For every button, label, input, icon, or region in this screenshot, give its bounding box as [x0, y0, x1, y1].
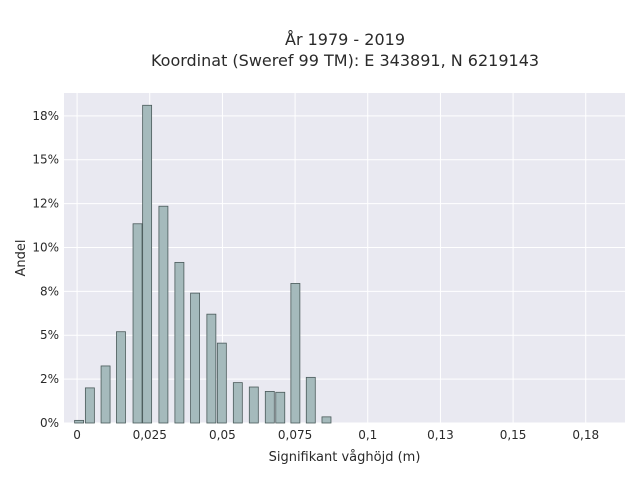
histogram-bar [216, 342, 227, 424]
histogram-bar [290, 283, 301, 424]
x-tick-label: 0,075 [278, 428, 312, 442]
histogram-bar [264, 391, 275, 424]
y-tick-label: 2% [40, 372, 59, 386]
histogram-bar [206, 313, 217, 424]
x-tick-label: 0,15 [500, 428, 527, 442]
histogram-bar [142, 104, 153, 424]
y-tick-label: 12% [32, 197, 59, 211]
x-axis-label: Signifikant våghöjd (m) [269, 450, 421, 465]
chart-subtitle: Koordinat (Sweref 99 TM): E 343891, N 62… [151, 51, 539, 70]
x-tick-label: 0,05 [209, 428, 236, 442]
histogram-bar [116, 331, 126, 424]
x-tick-label: 0,025 [133, 428, 167, 442]
x-axis-ticks: 0 0,025 0,05 0,075 0,1 0,13 0,15 0,18 [73, 428, 599, 442]
chart-title: År 1979 - 2019 [285, 30, 405, 49]
y-tick-label: 18% [32, 109, 59, 123]
plot-area [64, 93, 625, 423]
x-tick-label: 0 [73, 428, 81, 442]
histogram-bar [321, 416, 332, 424]
histogram-bar [74, 419, 85, 424]
y-axis-ticks: 0% 2% 5% 8% 10% 12% 15% 18% [32, 109, 59, 430]
histogram-bar [132, 223, 143, 424]
histogram-bar [248, 386, 259, 424]
histogram-bar [190, 292, 200, 424]
y-tick-label: 15% [32, 153, 59, 167]
histogram-bar [158, 205, 169, 424]
y-axis-label: Andel [14, 240, 29, 277]
histogram-bar [100, 365, 111, 424]
x-tick-label: 0,1 [358, 428, 377, 442]
y-tick-label: 5% [40, 328, 59, 342]
y-tick-label: 10% [32, 240, 59, 254]
y-tick-label: 8% [40, 284, 59, 298]
histogram-bar [232, 382, 243, 424]
histogram-bar [275, 391, 286, 424]
x-tick-label: 0,18 [572, 428, 599, 442]
histogram-bar [84, 387, 95, 424]
x-tick-label: 0,13 [427, 428, 454, 442]
y-tick-label: 0% [40, 416, 59, 430]
histogram-bar [174, 261, 185, 424]
bars [74, 104, 332, 424]
histogram-bar [305, 376, 316, 424]
